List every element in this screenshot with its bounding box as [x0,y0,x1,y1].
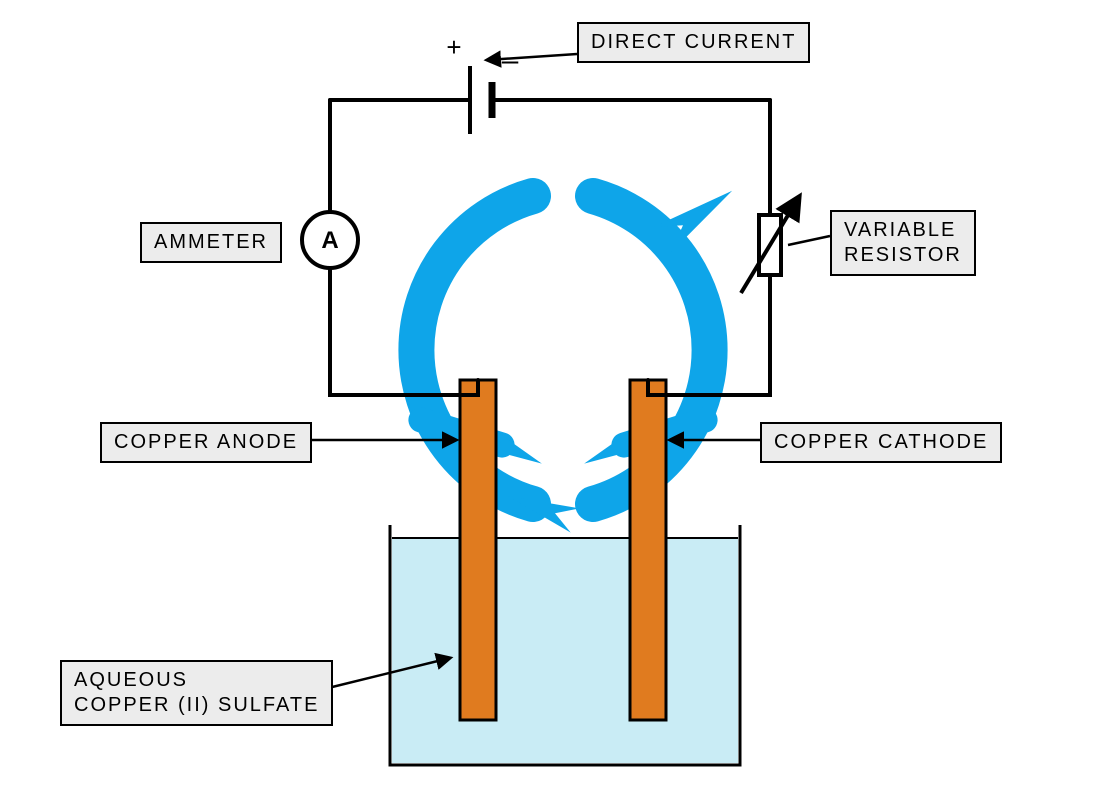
label-variable-resistor: VARIABLERESISTOR [830,210,976,276]
label-direct-current: DIRECT CURRENT [577,22,810,63]
svg-text:–: – [502,44,519,77]
svg-text:+: + [446,32,461,62]
ammeter-symbol: A [321,227,338,254]
beaker [390,525,740,765]
label-copper-cathode: COPPER CATHODE [760,422,1002,463]
label-copper-anode: COPPER ANODE [100,422,312,463]
label-solution: AQUEOUSCOPPER (II) SULFATE [60,660,333,726]
label-ammeter: AMMETER [140,222,282,263]
